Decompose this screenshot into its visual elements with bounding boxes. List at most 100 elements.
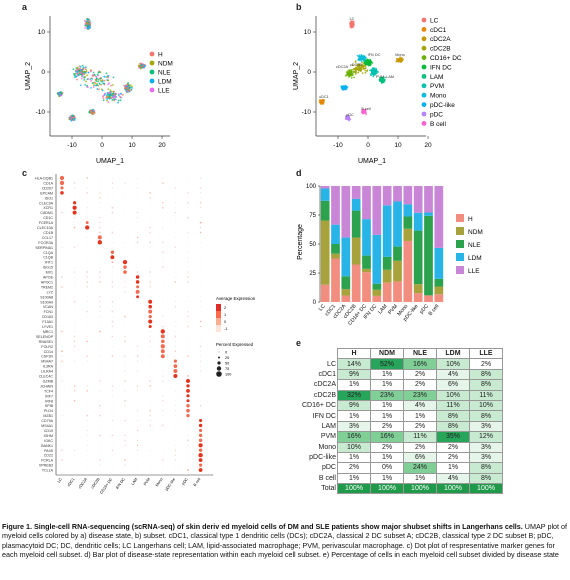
table-cell: 1% <box>403 410 437 422</box>
umap-b-point <box>356 63 359 66</box>
dotplot-dot <box>148 299 153 304</box>
table-row: PVM 16% 16% 11% 35% 12% <box>296 431 503 443</box>
dotplot-dot <box>175 445 176 446</box>
umap-b-point <box>352 68 354 71</box>
umap-b-point <box>350 77 353 79</box>
dotplot-dot <box>162 311 164 312</box>
dotplot-dot <box>73 345 76 347</box>
dotplot-dot <box>99 346 101 347</box>
umap-a-point <box>58 93 61 95</box>
dotplot-dot <box>74 281 75 283</box>
dotplot-dot <box>124 355 126 357</box>
dotplot-cluster-label: CD16+ DC <box>99 477 113 495</box>
umap-a-point <box>83 67 86 70</box>
dotplot-dot <box>61 420 63 421</box>
umap-a-point <box>112 92 115 95</box>
table-cell: 2% <box>436 441 470 453</box>
dotplot-dot <box>148 314 152 319</box>
umap-a-point <box>129 86 132 89</box>
dotplot-dot <box>86 252 88 253</box>
dotplot-dot <box>99 336 101 337</box>
dotplot-dot <box>187 351 189 352</box>
dotplot-dot <box>124 430 126 431</box>
dotplot-dot <box>137 252 138 253</box>
umap-b-legend-label: pDC-like <box>430 102 455 109</box>
dotplot-dot <box>149 370 151 372</box>
umap-b-point <box>372 69 375 72</box>
dotplot-dot <box>173 368 178 374</box>
dotplot-dot <box>187 197 189 199</box>
dotplot-dot <box>74 187 76 189</box>
dotplot-dot <box>174 211 177 214</box>
dotplot-dot <box>162 415 164 416</box>
dotplot-dot <box>149 192 151 194</box>
dotplot-dot <box>99 192 101 194</box>
bar-segment <box>362 219 371 256</box>
dotplot-dot <box>198 423 203 428</box>
dotplot-dot <box>135 289 140 294</box>
dotplot-dot <box>61 445 63 446</box>
dotplot-gene-label: IDO1 <box>45 196 53 200</box>
table-row: cDC1 9% 1% 2% 4% 8% <box>296 368 503 381</box>
dotplot-dot <box>200 311 201 312</box>
dotplot-pct-tick: 75 <box>225 367 229 371</box>
bar-segment <box>382 256 392 270</box>
dotplot-dot <box>86 266 88 268</box>
umap-b-point <box>350 22 353 25</box>
dotplot-dot <box>86 310 88 313</box>
bar-segment <box>434 294 444 302</box>
umap-b-point <box>352 20 355 23</box>
dotplot-dot <box>187 459 189 461</box>
table-cell: 1% <box>370 472 404 485</box>
umap-b-ylabel: UMAP_2 <box>293 62 300 90</box>
dotplot-pct-tick: 25 <box>225 356 229 360</box>
table-cell: 2% <box>370 441 404 453</box>
umap-b-point <box>357 71 360 74</box>
dotplot-dot <box>98 330 101 333</box>
dotplot-dot <box>86 321 88 322</box>
umap-a-point <box>72 68 75 71</box>
dotplot-dot <box>86 326 88 327</box>
dotplot-dot <box>137 380 138 382</box>
umap-b-point <box>321 102 323 105</box>
umap-a-point <box>80 77 83 80</box>
dotplot-dot <box>112 375 113 377</box>
dotplot-dot <box>73 246 76 248</box>
dotplot-dot <box>112 316 113 317</box>
dotplot-dot <box>61 246 63 248</box>
umap-b-point <box>357 58 360 60</box>
dotplot-dot <box>86 306 88 307</box>
dotplot-dot <box>187 286 189 288</box>
dotplot-dot <box>199 320 202 323</box>
dotplot-dot <box>173 373 178 379</box>
dotplot-gene-label: MX1 <box>46 271 53 275</box>
dotplot-dot <box>112 380 113 382</box>
bar-legend-label: NLE <box>468 242 481 249</box>
dotplot-dot <box>124 291 126 293</box>
dotplot-dot <box>149 196 152 199</box>
dotplot-pct-tick: 100 <box>225 373 231 377</box>
dotplot-dot <box>136 355 139 358</box>
dotplot-dot <box>149 360 151 362</box>
dotplot-dot <box>187 192 189 194</box>
dotplot-cluster-label: Mono <box>155 477 164 487</box>
dotplot-dot <box>175 207 176 208</box>
dotplot-dot <box>74 440 75 441</box>
dotplot-dot <box>74 355 75 357</box>
table-cell: 2% <box>436 451 470 464</box>
umap-b-point <box>353 67 355 70</box>
table-cell: 11% <box>469 389 503 401</box>
dotplot-dot <box>124 340 126 343</box>
dotplot-dot <box>200 400 201 401</box>
dotplot-dot <box>74 321 76 322</box>
bar-ytick-label: 25 <box>309 271 316 277</box>
dotplot-dot <box>162 256 164 258</box>
dotplot-dot <box>187 311 189 313</box>
dotplot-dot <box>175 415 176 416</box>
dotplot-dot <box>149 231 151 234</box>
dotplot-dot <box>61 197 63 199</box>
dotplot-dot <box>175 296 176 298</box>
table-cell: 1% <box>370 399 404 412</box>
dotplot-dot <box>60 186 64 190</box>
table-row-label: pDC-like <box>309 454 336 462</box>
